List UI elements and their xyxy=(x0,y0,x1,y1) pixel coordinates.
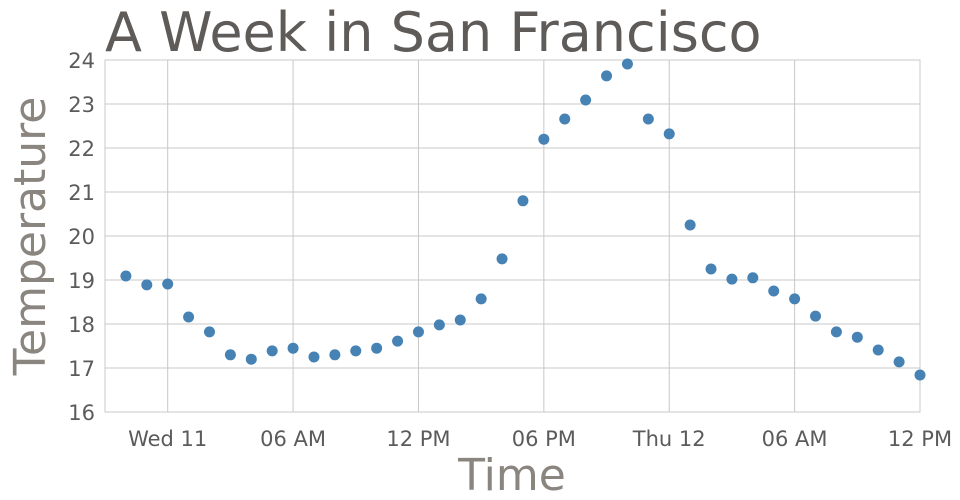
data-point xyxy=(183,311,195,323)
data-point xyxy=(162,278,174,290)
y-tick-label: 18 xyxy=(68,313,95,337)
y-axis-label: Temperature xyxy=(5,97,56,377)
data-point xyxy=(350,345,362,357)
data-point xyxy=(872,344,884,356)
y-tick-labels: 16 17 18 19 20 21 22 23 24 xyxy=(68,49,95,425)
data-point xyxy=(433,319,445,331)
x-tick-label: 06 AM xyxy=(762,427,828,451)
data-point xyxy=(705,263,717,275)
x-axis-label: Time xyxy=(457,450,566,500)
data-point xyxy=(601,70,613,82)
data-point xyxy=(851,331,863,343)
x-tick-label: 12 PM xyxy=(386,427,450,451)
y-tick-label: 22 xyxy=(68,137,95,161)
data-point xyxy=(810,310,822,322)
data-point xyxy=(914,369,926,381)
x-tick-label: Thu 12 xyxy=(632,427,706,451)
data-point xyxy=(621,58,633,70)
data-point xyxy=(371,342,383,354)
y-tick-label: 21 xyxy=(68,181,95,205)
x-tick-label: 06 AM xyxy=(260,427,326,451)
data-point xyxy=(496,253,508,265)
data-point xyxy=(642,113,654,125)
data-point xyxy=(747,272,759,284)
data-point xyxy=(663,128,675,140)
y-tick-label: 19 xyxy=(68,269,95,293)
data-point xyxy=(893,356,905,368)
data-point xyxy=(684,219,696,231)
data-point xyxy=(830,326,842,338)
data-point xyxy=(580,94,592,106)
data-point xyxy=(329,349,341,361)
data-point xyxy=(308,351,320,363)
grid xyxy=(104,59,921,413)
data-point xyxy=(517,195,529,207)
x-tick-label: Wed 11 xyxy=(128,427,207,451)
chart-title: A Week in San Francisco xyxy=(105,1,762,64)
data-point xyxy=(224,349,236,361)
data-point xyxy=(475,293,487,305)
data-point xyxy=(266,345,278,357)
y-tick-label: 20 xyxy=(68,225,95,249)
y-tick-label: 17 xyxy=(68,357,95,381)
y-tick-label: 16 xyxy=(68,401,95,425)
data-point xyxy=(287,342,299,354)
data-points xyxy=(120,58,926,381)
data-point xyxy=(245,353,257,365)
data-point xyxy=(120,270,132,282)
data-point xyxy=(203,326,215,338)
data-point xyxy=(412,326,424,338)
y-tick-label: 24 xyxy=(68,49,95,73)
data-point xyxy=(141,279,153,291)
data-point xyxy=(559,113,571,125)
x-tick-label: 12 PM xyxy=(888,427,952,451)
data-point xyxy=(726,273,738,285)
x-tick-label: 06 PM xyxy=(512,427,576,451)
data-point xyxy=(392,335,404,347)
data-point xyxy=(538,133,550,145)
y-tick-label: 23 xyxy=(68,93,95,117)
x-tick-labels: Wed 11 06 AM 12 PM 06 PM Thu 12 06 AM 12 PM xyxy=(128,427,952,451)
data-point xyxy=(454,314,466,326)
data-point xyxy=(768,285,780,297)
data-point xyxy=(789,293,801,305)
